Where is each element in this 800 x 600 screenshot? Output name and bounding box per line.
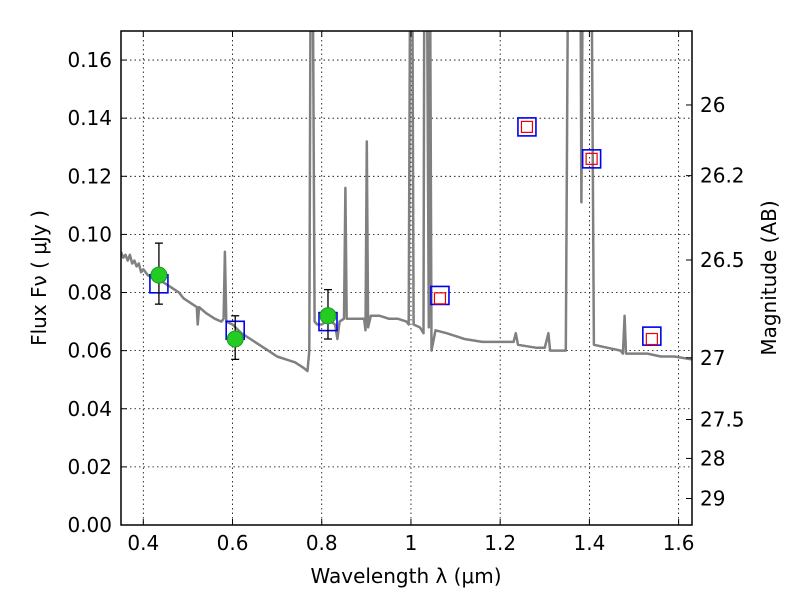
x-tick-label: 0.8 — [306, 531, 338, 555]
right-tick-label: 28 — [700, 446, 725, 470]
right-tick-label: 26 — [700, 93, 725, 117]
y-tick-label: 0.04 — [67, 397, 112, 421]
observed-point — [319, 307, 337, 325]
x-axis: 0.4 0.6 0.8 1 1.2 1.4 1.6 — [127, 31, 695, 555]
upper-limit-square — [433, 292, 447, 305]
upper-limit-square — [585, 152, 598, 165]
model-band-square — [517, 117, 537, 137]
y-tick-label: 0.02 — [67, 455, 112, 479]
upper-limit-square — [520, 120, 534, 133]
y-tick-label: 0.00 — [67, 513, 112, 537]
plot-clip-group — [121, 31, 692, 373]
model-band-square — [581, 149, 602, 169]
model-band-square — [642, 326, 662, 346]
y-tick-label: 0.16 — [67, 48, 112, 72]
x-tick-label: 1.2 — [484, 531, 516, 555]
grid — [121, 31, 692, 526]
y-axis-right: 26 26.2 26.5 27 27.5 28 29 — [686, 93, 745, 510]
x-tick-label: 0.4 — [127, 531, 159, 555]
y-axis-label: Flux Fν ( μJy ) — [27, 210, 51, 346]
x-tick-label: 1.4 — [573, 531, 605, 555]
right-tick-label: 26.5 — [700, 248, 745, 272]
x-tick-label: 1.6 — [663, 531, 695, 555]
plot-area — [121, 31, 692, 373]
right-axis-label: Magnitude (AB) — [757, 200, 781, 355]
upper-limit-square — [645, 332, 658, 346]
y-tick-label: 0.08 — [67, 281, 112, 305]
model-band-square — [430, 285, 450, 306]
observed-point — [226, 330, 244, 348]
spectrum-line — [121, 31, 692, 373]
observed-point — [150, 266, 168, 284]
right-tick-label: 27.5 — [700, 407, 745, 431]
x-tick-label: 0.6 — [217, 531, 249, 555]
y-tick-label: 0.06 — [67, 339, 112, 363]
plot-frame — [120, 30, 693, 526]
x-tick-label: 1 — [405, 531, 418, 555]
y-tick-label: 0.10 — [67, 222, 112, 246]
y-tick-label: 0.14 — [67, 106, 112, 130]
x-axis-label: Wavelength λ (μm) — [310, 564, 501, 588]
right-tick-label: 26.2 — [700, 164, 745, 188]
right-tick-label: 29 — [700, 486, 725, 510]
y-axis-left: 0.00 0.02 0.04 0.06 0.08 0.10 0.12 0.14 0.16 — [67, 48, 127, 537]
y-tick-label: 0.12 — [67, 164, 112, 188]
right-tick-label: 27 — [700, 346, 725, 370]
